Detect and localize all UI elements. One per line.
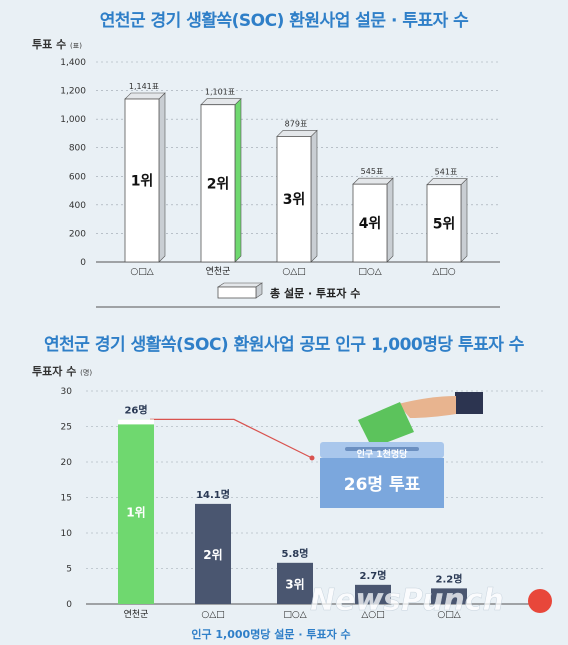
bottom-y-tick-label: 25 — [61, 423, 72, 433]
watermark-logo-icon — [528, 589, 552, 613]
bottom-legend-label: 인구 1,000명당 설문 · 투표자 수 — [191, 627, 350, 641]
bottom-y-tick-label: 20 — [61, 458, 73, 468]
bottom-bar — [118, 419, 154, 604]
top-y-tick-label: 1,000 — [60, 115, 86, 125]
bottom-bar-cap — [118, 419, 154, 425]
bottom-bar-value-label: 14.1명 — [196, 488, 230, 501]
top-x-tick-label: 연천군 — [206, 266, 231, 277]
bottom-y-unit: 투표자 수 (명) — [32, 363, 92, 379]
top-y-label: 투표 수 — [32, 38, 67, 51]
bottom-y-tick-label: 0 — [66, 600, 72, 610]
connector-line — [150, 418, 313, 459]
top-bar-value-label: 541표 — [435, 168, 458, 177]
bottom-bar-rank-label: 1위 — [126, 506, 145, 520]
bottom-y-tick-label: 15 — [61, 494, 72, 504]
top-bar — [276, 136, 312, 263]
top-bar — [352, 183, 388, 263]
top-bar-rank-label: 2위 — [207, 176, 230, 192]
top-legend-label: 총 설문 · 투표자 수 — [270, 286, 360, 300]
top-bar-rank-label: 5위 — [433, 216, 456, 232]
bottom-bar — [355, 584, 391, 604]
ballot-slot-icon — [345, 447, 419, 451]
bottom-bar — [195, 503, 231, 604]
top-bar-rank-label: 3위 — [283, 192, 306, 208]
bottom-x-tick-label: ○□△ — [437, 610, 460, 620]
bottom-y-suffix: (명) — [80, 369, 93, 377]
ballot-box-icon — [320, 458, 444, 508]
top-y-unit: 투표 수 (표) — [32, 36, 82, 52]
ballot-paper-icon — [358, 402, 414, 448]
top-bar — [200, 104, 236, 263]
bottom-bar-value-label: 2.7명 — [360, 569, 387, 582]
top-x-tick-label: ○□△ — [130, 267, 153, 277]
bottom-bar-value-label: 2.2명 — [436, 572, 463, 585]
top-y-tick-label: 400 — [69, 201, 86, 211]
bottom-y-label: 투표자 수 — [32, 365, 77, 378]
bottom-x-tick-label: ○△□ — [201, 610, 224, 620]
bottom-bar-rank-label: 3위 — [285, 577, 304, 591]
bottom-x-tick-label: 연천군 — [124, 609, 149, 620]
top-bar-chart: 0 200 400 600 800 1,000 1,200 1,400 1,141표 1위 ○□△ 1… — [60, 58, 500, 308]
top-y-tick-label: 1,400 — [60, 58, 86, 68]
bottom-x-tick-label: △○□ — [361, 610, 384, 620]
top-y-tick-label: 200 — [69, 229, 86, 239]
top-x-tick-label: ○△□ — [282, 267, 305, 277]
top-bar-value-label: 879표 — [285, 119, 308, 128]
bottom-y-tick-label: 10 — [61, 529, 73, 539]
top-bar-rank-label: 1위 — [131, 174, 154, 190]
bottom-bar — [431, 588, 467, 604]
bottom-y-tick-label: 5 — [66, 565, 72, 575]
bottom-bar-value-label: 26명 — [124, 403, 147, 416]
top-y-tick-label: 800 — [69, 144, 86, 154]
top-bar-value-label: 1,141표 — [129, 82, 159, 91]
top-y-tick-label: 0 — [80, 258, 86, 268]
hand-icon — [398, 396, 456, 418]
top-bar — [124, 98, 160, 263]
bottom-chart-title: 연천군 경기 생활쏙(SOC) 환원사업 공모 인구 1,000명당 투표자 수 — [44, 335, 524, 355]
ballot-box-value: 26명 투표 — [344, 475, 421, 495]
top-x-tick-label: □○△ — [358, 267, 381, 277]
sleeve-cuff-icon — [455, 392, 483, 414]
top-y-tick-label: 600 — [69, 172, 86, 182]
legend-swatch — [217, 286, 257, 299]
top-x-tick-label: △□○ — [432, 267, 455, 277]
top-chart-title: 연천군 경기 생활쏙(SOC) 환원사업 설문 · 투표자 수 — [99, 11, 469, 31]
top-bar-value-label: 545표 — [361, 167, 384, 176]
connector-dot — [309, 455, 315, 461]
bottom-bar-value-label: 5.8명 — [282, 547, 309, 560]
ballot-box-caption: 인구 1천명당 — [357, 448, 409, 460]
top-bar — [426, 184, 462, 263]
bottom-y-tick-label: 30 — [61, 387, 73, 397]
top-bar-rank-label: 4위 — [359, 216, 382, 232]
bottom-bar-rank-label: 2위 — [203, 548, 222, 562]
top-y-suffix: (표) — [70, 42, 82, 50]
watermark-text: NewsPunch — [310, 583, 504, 618]
bottom-bar — [277, 562, 313, 604]
bottom-x-tick-label: □○△ — [283, 610, 306, 620]
top-bar-value-label: 1,101표 — [205, 88, 235, 97]
top-y-tick-label: 1,200 — [60, 87, 86, 97]
